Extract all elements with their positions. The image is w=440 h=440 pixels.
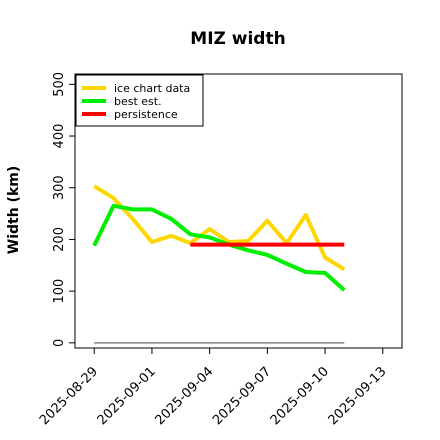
plot-area: [74, 73, 403, 349]
chart-title: MIZ width: [190, 29, 285, 49]
series-ice-chart-data-line: [93, 184, 346, 272]
legend-label-persistence: persistence: [114, 108, 178, 121]
y-tick-label: 0: [52, 339, 67, 347]
y-axis-label: Width (km): [6, 166, 22, 255]
x-tick-label: 2025-09-07: [210, 364, 274, 428]
y-tick-label: 400: [52, 124, 67, 149]
y-tick-label: 300: [52, 175, 67, 200]
x-tick-label: 2025-09-04: [152, 364, 216, 428]
y-tick-label: 200: [52, 227, 67, 252]
y-tick-label: 100: [52, 279, 67, 304]
x-tick-label: 2025-09-10: [268, 364, 332, 428]
series-best-est-line: [92, 203, 346, 292]
legend-label-ice-chart-data: ice chart data: [114, 82, 190, 95]
legend-label-best-est: best est.: [114, 95, 162, 108]
y-tick-label: 500: [52, 72, 67, 97]
x-tick-label: 2025-08-29: [37, 364, 101, 428]
x-tick-label: 2025-09-01: [95, 364, 159, 428]
x-tick-label: 2025-09-13: [326, 364, 390, 428]
